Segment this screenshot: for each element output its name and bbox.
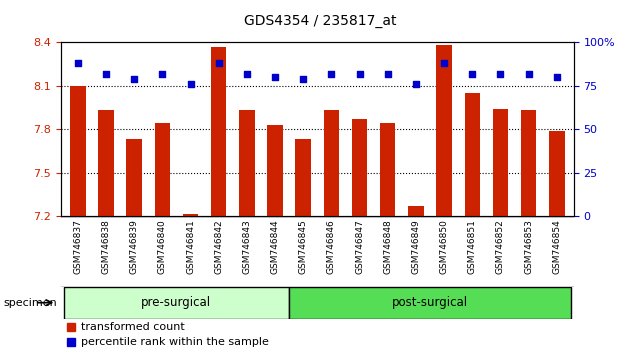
Bar <box>70 86 85 216</box>
Text: GSM746851: GSM746851 <box>468 219 477 274</box>
Text: transformed count: transformed count <box>81 321 185 332</box>
Bar <box>211 47 226 216</box>
Text: GSM746843: GSM746843 <box>242 219 251 274</box>
Point <box>552 74 562 80</box>
Point <box>270 74 280 80</box>
Text: GDS4354 / 235817_at: GDS4354 / 235817_at <box>244 14 397 28</box>
Point <box>495 71 506 76</box>
Point <box>298 76 308 82</box>
Text: GSM746845: GSM746845 <box>299 219 308 274</box>
Text: GSM746842: GSM746842 <box>214 219 223 274</box>
Point <box>101 71 111 76</box>
Point <box>213 61 224 66</box>
Text: GSM746840: GSM746840 <box>158 219 167 274</box>
Point <box>242 71 252 76</box>
Bar <box>465 93 480 216</box>
Point <box>354 71 365 76</box>
Text: GSM746837: GSM746837 <box>73 219 82 274</box>
Bar <box>437 45 452 216</box>
Point <box>72 61 83 66</box>
Bar <box>324 110 339 216</box>
Text: post-surgical: post-surgical <box>392 296 468 309</box>
Point <box>326 71 337 76</box>
Point <box>383 71 393 76</box>
Bar <box>408 206 424 216</box>
Text: GSM746849: GSM746849 <box>412 219 420 274</box>
Text: GSM746847: GSM746847 <box>355 219 364 274</box>
Point <box>185 81 196 87</box>
Point <box>524 71 534 76</box>
Point <box>129 76 139 82</box>
Text: percentile rank within the sample: percentile rank within the sample <box>81 337 269 348</box>
Bar <box>267 125 283 216</box>
Text: GSM746853: GSM746853 <box>524 219 533 274</box>
Bar <box>98 110 113 216</box>
Bar <box>63 287 289 319</box>
Text: GSM746852: GSM746852 <box>496 219 505 274</box>
Bar <box>352 119 367 216</box>
Bar <box>549 131 565 216</box>
Point <box>157 71 167 76</box>
Text: GSM746854: GSM746854 <box>553 219 562 274</box>
Bar <box>289 287 571 319</box>
Point <box>411 81 421 87</box>
Text: GSM746846: GSM746846 <box>327 219 336 274</box>
Bar <box>380 124 395 216</box>
Text: GSM746841: GSM746841 <box>186 219 195 274</box>
Text: GSM746848: GSM746848 <box>383 219 392 274</box>
Bar <box>521 110 537 216</box>
Point <box>439 61 449 66</box>
Text: GSM746838: GSM746838 <box>101 219 110 274</box>
Bar <box>183 215 198 216</box>
Point <box>467 71 478 76</box>
Text: GSM746844: GSM746844 <box>271 219 279 274</box>
Text: pre-surgical: pre-surgical <box>142 296 212 309</box>
Bar <box>126 139 142 216</box>
Text: GSM746839: GSM746839 <box>129 219 138 274</box>
Bar <box>239 110 254 216</box>
Text: GSM746850: GSM746850 <box>440 219 449 274</box>
Bar <box>493 109 508 216</box>
Text: specimen: specimen <box>3 298 57 308</box>
Bar <box>296 139 311 216</box>
Bar <box>154 124 170 216</box>
